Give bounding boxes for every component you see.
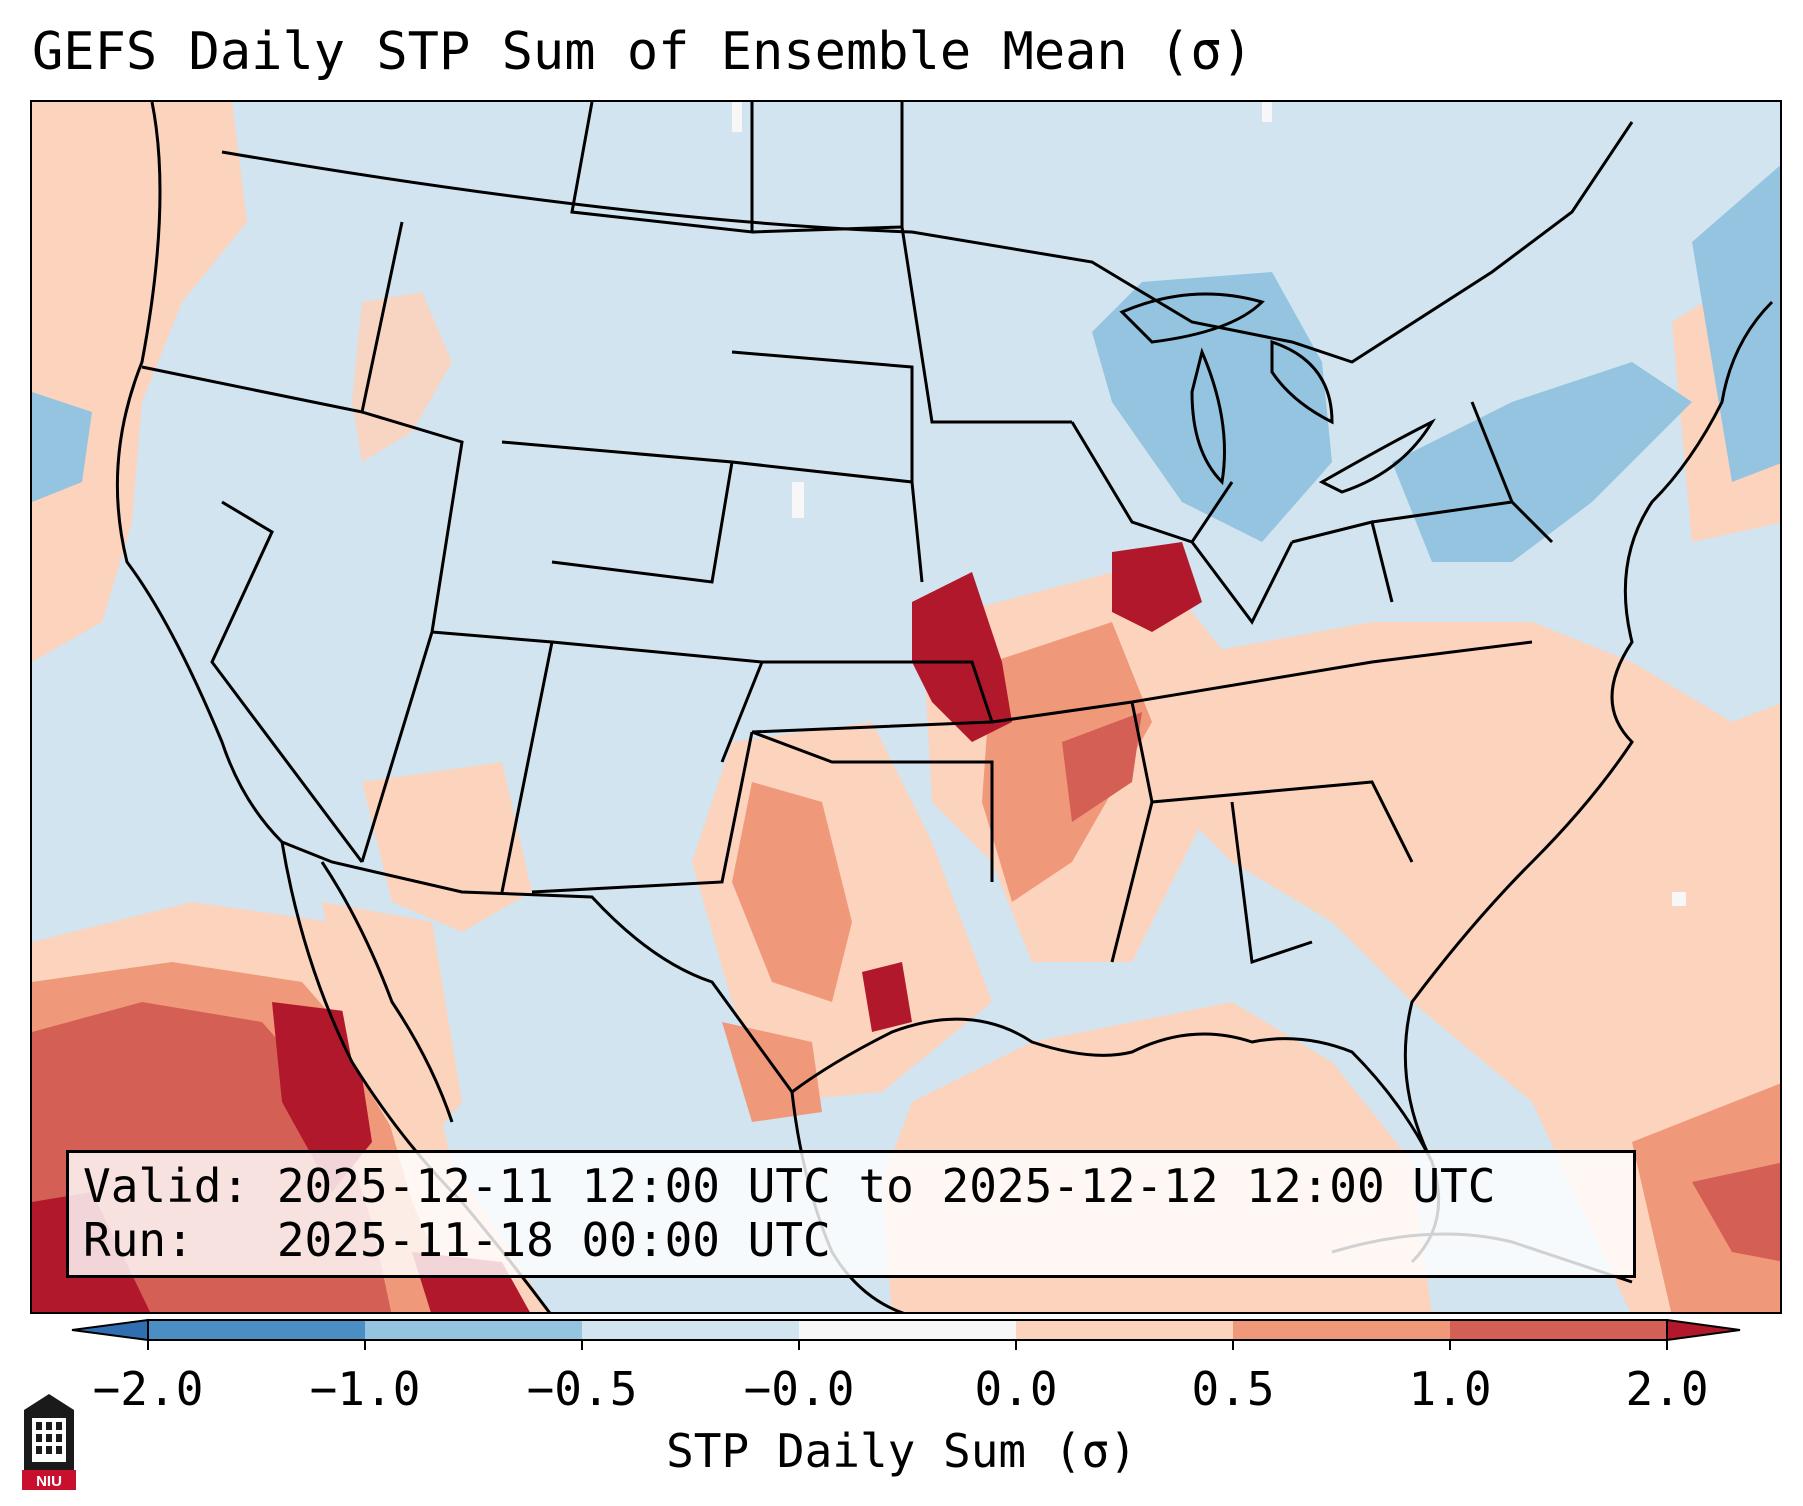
colorbar-outline [147,1319,1668,1341]
anomaly-caribbean-deep [1692,1162,1780,1262]
tick-label: 0.0 [974,1362,1058,1416]
baja-coast [320,861,454,1123]
tick-label: 1.0 [1408,1362,1492,1416]
anomaly-illinois-deep [1112,542,1202,632]
state-line-12 [751,660,995,734]
great-lakes-2 [1190,347,1226,486]
anomaly-texas-strong [732,782,852,1002]
anomaly-texas-deep [862,962,912,1032]
state-line-15 [991,640,1533,724]
colorbar-bin-5 [1016,1320,1233,1340]
logo-text: NIU [36,1473,62,1490]
run-line: Run: 2025-11-18 00:00 UTC [83,1213,831,1267]
us-canada-border [221,121,1634,364]
anomaly-mexico-west [322,902,462,1162]
state-line-17 [1151,780,1414,863]
us-west-coast [115,102,284,844]
anomaly-arkansas-deep [1062,712,1142,822]
great-lakes-1 [1119,292,1265,344]
map-title: GEFS Daily STP Sum of Ensemble Mean (σ) [32,22,1253,82]
colorbar-bin-3 [582,1320,799,1340]
state-line-20 [1190,541,1294,625]
anomaly-pacific-w [32,392,92,502]
great-lakes-4 [1318,418,1436,494]
anomaly-mexico-east [722,1022,822,1122]
colorbar-bin-6 [1233,1320,1450,1340]
colorbar-bin-7 [1450,1320,1667,1340]
anomaly-kansas-deep [912,572,1012,742]
colorbar-label: STP Daily Sum (σ) [666,1424,1137,1478]
tick-label: −1.0 [309,1362,421,1416]
anomaly-white-nd [732,102,742,132]
state-line-8 [731,350,914,482]
state-borders [115,102,1774,1312]
tick-label: −2.0 [92,1362,204,1416]
colorbar-bin-2 [365,1320,582,1340]
colorbar-ticks [147,1340,1668,1350]
anomaly-white-can [1262,102,1272,122]
colorbar-bin-4 [799,1320,1016,1340]
anomaly-pacific-nw [32,102,247,662]
tick-label: 2.0 [1625,1362,1709,1416]
anomaly-new-england [1692,165,1780,482]
valid-line: Valid: 2025-12-11 12:00 UTC to 2025-12-1… [83,1159,1496,1213]
great-lakes-3 [1270,339,1334,425]
anomaly-southeast [1152,622,1780,1312]
state-line-6 [501,440,734,584]
anomaly-white-atl [1672,892,1686,906]
map-panel [30,100,1782,1314]
state-line-3 [360,410,464,863]
state-line-14 [751,730,994,882]
tick-label: 0.5 [1191,1362,1275,1416]
state-line-9 [570,102,754,234]
colorbar-extend-low [71,1318,149,1342]
anomaly-northeast [1392,362,1692,562]
east-coast [1403,300,1774,1163]
anomaly-white-ks [792,482,804,518]
anomaly-arizona [362,762,532,932]
colorbar-extend-high [1666,1318,1741,1342]
state-line-2 [210,500,364,863]
niu-logo: NIU [22,1394,76,1490]
us-mexico-border [281,840,794,1093]
state-line-23 [1470,401,1514,503]
stp-map [32,102,1780,1312]
colorbar [71,1318,1741,1350]
colorbar-bin-1 [148,1320,365,1340]
state-line-18 [1230,801,1313,965]
state-line-13 [531,731,754,894]
tick-label: −0.5 [526,1362,638,1416]
tick-label: −0.0 [743,1362,855,1416]
valid-time-box: Valid: 2025-12-11 12:00 UTC to 2025-12-1… [66,1150,1636,1278]
state-line-11 [900,226,1072,424]
anomaly-fields [32,102,1780,1312]
state-line-19 [1070,421,1234,544]
